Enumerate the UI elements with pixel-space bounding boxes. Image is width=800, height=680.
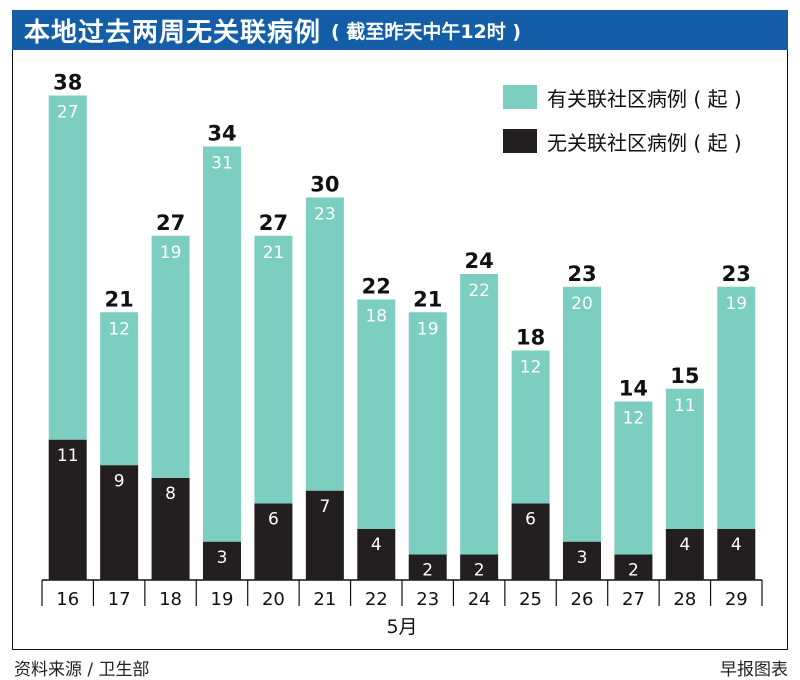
legend-item-unlinked: 无关联社区病例 ( 起 ) <box>503 126 742 156</box>
bar-linked <box>254 235 293 504</box>
legend-swatch-linked <box>503 85 537 109</box>
data-label-linked: 19 <box>160 243 182 263</box>
data-label-total: 22 <box>362 275 391 299</box>
data-label-unlinked: 6 <box>525 510 536 530</box>
data-label-total: 23 <box>722 262 751 286</box>
chart-frame <box>12 50 788 650</box>
chart-subtitle: ( 截至昨天中午12时 ) <box>331 20 522 43</box>
data-label-total: 15 <box>670 364 699 388</box>
data-label-linked: 11 <box>674 396 696 416</box>
data-label-total: 34 <box>207 122 236 146</box>
x-tick-label: 16 <box>56 589 79 610</box>
bar-unlinked <box>100 465 139 580</box>
data-label-linked: 23 <box>314 205 336 225</box>
bar-unlinked <box>48 439 87 580</box>
bar-unlinked <box>254 503 293 580</box>
chart-legend: 有关联社区病例 ( 起 ) 无关联社区病例 ( 起 ) <box>503 82 742 170</box>
data-label-unlinked: 4 <box>371 535 382 555</box>
x-tick-label: 24 <box>468 589 491 610</box>
data-label-unlinked: 4 <box>731 535 742 555</box>
data-label-linked: 27 <box>57 103 79 123</box>
bar-linked <box>717 286 756 529</box>
data-label-linked: 22 <box>468 281 490 301</box>
legend-label-linked: 有关联社区病例 ( 起 ) <box>547 86 742 111</box>
data-label-total: 23 <box>567 262 596 286</box>
data-label-total: 24 <box>465 249 494 273</box>
bar-linked <box>151 235 190 478</box>
bar-linked <box>408 312 447 555</box>
bar-linked <box>460 274 499 555</box>
bar-unlinked <box>357 529 396 580</box>
data-label-unlinked: 2 <box>422 561 433 581</box>
bar-linked <box>305 197 344 491</box>
x-tick-label: 29 <box>725 589 748 610</box>
bar-linked <box>665 388 704 529</box>
data-label-total: 21 <box>413 287 442 311</box>
legend-swatch-unlinked <box>503 129 537 153</box>
legend-label-unlinked: 无关联社区病例 ( 起 ) <box>547 130 742 155</box>
x-tick-label: 21 <box>313 589 336 610</box>
data-label-linked: 31 <box>211 154 233 174</box>
data-label-linked: 18 <box>365 307 387 327</box>
chart-title: 本地过去两周无关联病例 <box>24 17 322 48</box>
x-tick-label: 25 <box>519 589 542 610</box>
data-label-total: 27 <box>156 211 185 235</box>
data-label-total: 14 <box>619 377 648 401</box>
data-label-unlinked: 7 <box>319 497 330 517</box>
data-label-unlinked: 2 <box>474 561 485 581</box>
bar-unlinked <box>563 541 601 580</box>
data-label-linked: 12 <box>623 409 645 429</box>
data-label-unlinked: 3 <box>217 548 228 568</box>
data-label-linked: 20 <box>571 294 593 314</box>
x-tick-label: 28 <box>673 589 696 610</box>
data-label-unlinked: 6 <box>268 510 279 530</box>
bar-unlinked <box>305 490 344 580</box>
data-label-linked: 21 <box>263 243 285 263</box>
data-label-total: 21 <box>105 287 134 311</box>
bar-linked <box>614 401 653 555</box>
data-label-total: 27 <box>259 211 288 235</box>
x-tick-label: 22 <box>365 589 388 610</box>
x-tick-label: 19 <box>211 589 234 610</box>
data-label-linked: 12 <box>108 319 130 339</box>
data-label-unlinked: 4 <box>679 535 690 555</box>
data-label-total: 38 <box>53 71 82 95</box>
bar-unlinked <box>460 554 499 580</box>
bar-linked <box>48 95 87 440</box>
legend-item-linked: 有关联社区病例 ( 起 ) <box>503 82 742 112</box>
data-label-total: 30 <box>310 173 339 197</box>
x-tick-label: 18 <box>159 589 182 610</box>
bar-linked <box>563 286 601 542</box>
bar-linked <box>100 312 139 466</box>
bar-unlinked <box>151 478 190 580</box>
chart-title-bar: 本地过去两周无关联病例 ( 截至昨天中午12时 ) <box>12 10 788 50</box>
x-tick-label: 27 <box>622 589 645 610</box>
data-label-total: 18 <box>516 326 545 350</box>
bar-unlinked <box>665 529 704 580</box>
x-tick-label: 17 <box>108 589 131 610</box>
data-label-unlinked: 11 <box>57 446 79 466</box>
bar-linked <box>357 299 396 529</box>
x-tick-label: 26 <box>571 589 594 610</box>
bar-unlinked <box>511 503 550 580</box>
source-note: 资料来源 / 卫生部 <box>14 660 150 680</box>
data-label-linked: 12 <box>520 358 542 378</box>
bar-unlinked <box>717 529 756 580</box>
credit-note: 早报图表 <box>720 660 788 680</box>
bar-unlinked <box>203 541 241 580</box>
data-label-unlinked: 2 <box>628 561 639 581</box>
bar-unlinked <box>408 554 447 580</box>
bar-linked <box>511 350 550 504</box>
data-label-unlinked: 9 <box>114 471 125 491</box>
data-label-linked: 19 <box>417 319 439 339</box>
bar-unlinked <box>614 554 653 580</box>
data-label-linked: 19 <box>725 294 747 314</box>
x-axis-label: 5月 <box>386 616 417 638</box>
bar-linked <box>203 146 241 542</box>
data-label-unlinked: 3 <box>577 548 588 568</box>
data-label-unlinked: 8 <box>165 484 176 504</box>
x-tick-label: 23 <box>416 589 439 610</box>
x-tick-label: 20 <box>262 589 285 610</box>
